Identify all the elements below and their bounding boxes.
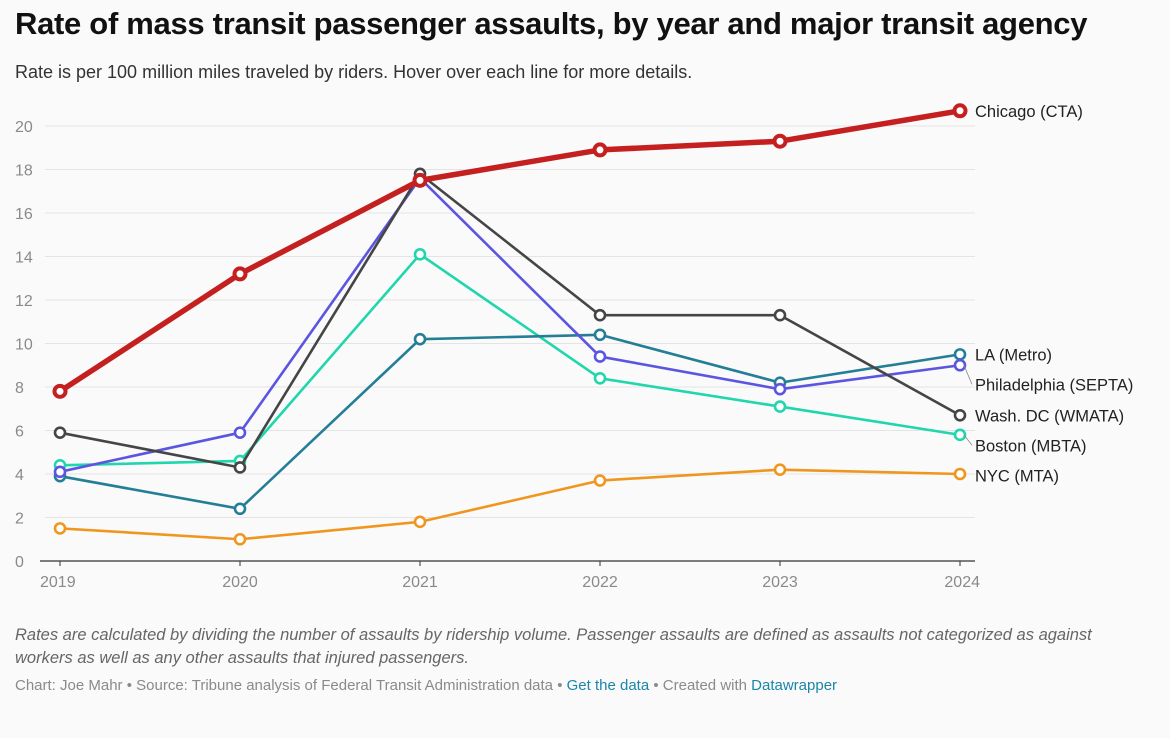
data-point[interactable] xyxy=(52,383,68,399)
y-tick-label: 10 xyxy=(15,337,33,354)
series-philadelphia-septa[interactable] xyxy=(53,171,967,479)
data-point[interactable] xyxy=(53,426,67,439)
data-point[interactable] xyxy=(953,408,967,422)
series-la-metro[interactable] xyxy=(53,328,967,516)
data-point[interactable] xyxy=(413,332,427,346)
y-tick-label: 6 xyxy=(15,424,24,441)
series-label: Boston (MBTA) xyxy=(975,437,1087,455)
y-axis-gridlines xyxy=(45,125,975,518)
series-label: Philadelphia (SEPTA) xyxy=(975,376,1133,394)
y-tick-label: 0 xyxy=(15,554,24,571)
series-line[interactable] xyxy=(58,176,962,474)
series-label: Wash. DC (WMATA) xyxy=(975,407,1124,425)
y-tick-label: 16 xyxy=(15,206,33,223)
data-point[interactable] xyxy=(413,515,427,529)
line-chart[interactable]: 0 2 4 6 8 10 12 14 16 18 20 2019 2020 2021 2022 2023 202… xyxy=(0,0,1170,610)
data-point[interactable] xyxy=(953,358,967,372)
y-tick-label: 18 xyxy=(15,163,33,180)
data-point[interactable] xyxy=(412,172,428,188)
x-tick-label: 2022 xyxy=(582,574,618,591)
series-boston-mbta[interactable] xyxy=(53,248,967,472)
data-point[interactable] xyxy=(593,474,607,487)
data-point[interactable] xyxy=(593,308,607,322)
source-text: Source: Tribune analysis of Federal Tran… xyxy=(136,677,554,694)
series-line[interactable] xyxy=(58,333,962,511)
series-label: Chicago (CTA) xyxy=(975,103,1083,121)
data-point[interactable] xyxy=(593,328,607,342)
label-leader-line xyxy=(963,434,973,446)
data-point[interactable] xyxy=(53,465,67,479)
get-the-data-link[interactable]: Get the data xyxy=(566,677,650,694)
axes: 0 2 4 6 8 10 12 14 16 18 20 2019 2020 2021 2022 2023 202… xyxy=(15,119,980,591)
chart-title: Rate of mass transit passenger assaults,… xyxy=(15,6,1088,41)
y-tick-label: 4 xyxy=(15,467,24,484)
footer-separator: • xyxy=(553,677,567,694)
data-point[interactable] xyxy=(53,522,67,535)
chart-subtitle: Rate is per 100 million miles traveled b… xyxy=(15,62,693,82)
data-point[interactable] xyxy=(773,400,787,413)
created-with-text: Created with xyxy=(662,677,752,694)
series-labels: Chicago (CTA) LA (Metro) Philadelphia (SEP… xyxy=(963,103,1133,485)
x-tick-label: 2024 xyxy=(944,574,980,591)
data-point[interactable] xyxy=(233,502,247,516)
datawrapper-link[interactable]: Datawrapper xyxy=(751,677,838,694)
data-point[interactable] xyxy=(773,382,787,396)
footer-separator: • xyxy=(649,677,663,694)
y-tick-label: 12 xyxy=(15,293,33,310)
y-tick-label: 2 xyxy=(15,511,24,528)
data-point[interactable] xyxy=(953,467,967,481)
footer-separator: • xyxy=(122,677,137,694)
chart-notes: Rates are calculated by dividing the num… xyxy=(15,626,1092,667)
data-point[interactable] xyxy=(413,248,427,261)
x-tick-label: 2020 xyxy=(222,574,258,591)
label-leader-line xyxy=(963,365,973,385)
data-point[interactable] xyxy=(232,266,248,282)
chart-footer: Chart: Joe Mahr • Source: Tribune analys… xyxy=(15,677,837,694)
data-point[interactable] xyxy=(593,350,607,363)
data-point[interactable] xyxy=(953,428,967,442)
series-line[interactable] xyxy=(57,108,963,395)
data-point[interactable] xyxy=(233,532,247,546)
series-wash-dc-wmata[interactable] xyxy=(53,167,967,474)
series-label: NYC (MTA) xyxy=(975,467,1059,485)
y-tick-label: 14 xyxy=(15,250,33,267)
series-line[interactable] xyxy=(58,172,962,469)
data-point[interactable] xyxy=(772,133,788,149)
y-tick-label: 8 xyxy=(15,380,24,397)
data-point[interactable] xyxy=(952,103,968,119)
data-point[interactable] xyxy=(233,461,247,474)
series-line[interactable] xyxy=(58,468,962,541)
x-tick-label: 2023 xyxy=(762,574,798,591)
series-nyc-mta[interactable] xyxy=(53,463,967,546)
data-point[interactable] xyxy=(953,348,967,361)
data-point[interactable] xyxy=(773,308,787,322)
x-tick-label: 2019 xyxy=(40,574,76,591)
series-label: LA (Metro) xyxy=(975,346,1052,364)
data-point[interactable] xyxy=(593,371,607,385)
series-line[interactable] xyxy=(58,253,962,467)
data-point[interactable] xyxy=(233,426,247,439)
data-point[interactable] xyxy=(773,463,787,476)
data-point[interactable] xyxy=(592,142,608,158)
y-tick-label: 20 xyxy=(15,119,33,136)
series-chicago-cta[interactable] xyxy=(52,103,968,399)
credit-text: Chart: Joe Mahr xyxy=(15,677,123,694)
x-tick-label: 2021 xyxy=(402,574,438,591)
series-lines[interactable] xyxy=(52,103,968,546)
